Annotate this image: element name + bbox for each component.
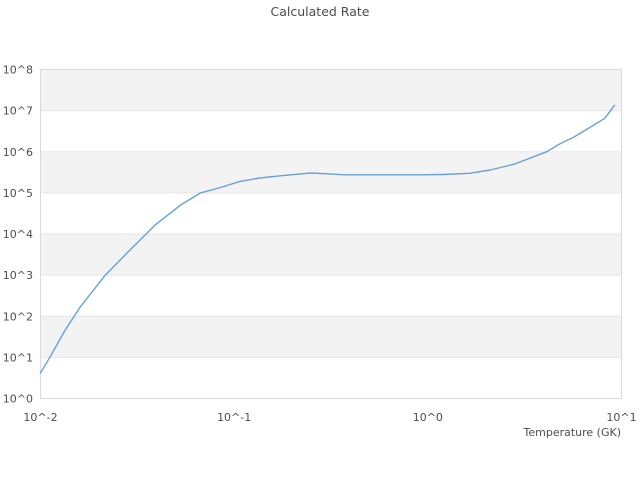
plot-band xyxy=(40,151,622,193)
plot-band xyxy=(40,234,622,276)
x-axis-title: Temperature (GK) xyxy=(523,426,622,439)
y-tick-label: 10^4 xyxy=(3,228,33,241)
y-tick-label: 10^7 xyxy=(3,105,33,118)
x-tick-label: 10^0 xyxy=(413,411,443,424)
y-tick-label: 10^1 xyxy=(3,351,33,364)
y-tick-label: 10^6 xyxy=(3,146,33,159)
plot-band xyxy=(40,316,622,358)
x-tick-label: 10^-1 xyxy=(217,411,251,424)
x-tick-label: 10^1 xyxy=(606,411,636,424)
x-tick-label: 10^-2 xyxy=(23,411,57,424)
plot-band xyxy=(40,69,622,111)
chart-title: Calculated Rate xyxy=(271,4,370,19)
y-tick-label: 10^2 xyxy=(3,310,33,323)
y-tick-label: 10^5 xyxy=(3,187,33,200)
y-tick-label: 10^3 xyxy=(3,269,33,282)
y-tick-label: 10^8 xyxy=(3,64,33,77)
plot-layers: 10^0 10^1 10^2 10^3 10^4 10^5 10^6 10^7 10^8 10^-… xyxy=(3,64,637,425)
y-tick-label: 10^0 xyxy=(3,393,33,406)
plot-border xyxy=(40,69,622,399)
rate-line xyxy=(39,104,616,374)
